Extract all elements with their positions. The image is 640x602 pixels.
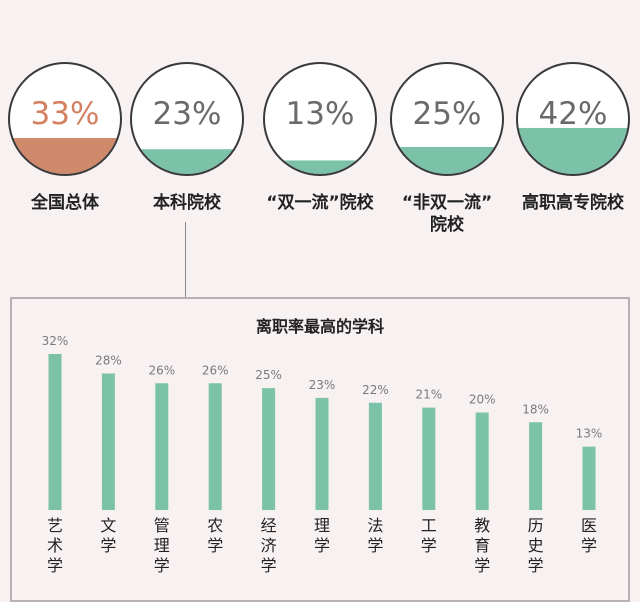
- category-label-char: 学: [47, 556, 63, 575]
- gauge-ring: [516, 62, 630, 176]
- category-label-char: 艺: [47, 516, 63, 535]
- category-label-char: 学: [421, 536, 437, 555]
- circle-stat-non-double-first-class: 25% “非双一流” 院校: [382, 60, 512, 236]
- circle-stat-undergrad: 23% 本科院校: [122, 60, 252, 214]
- category-label-char: 学: [528, 556, 544, 575]
- subject-chart-panel: 离职率最高的学科 32% 艺术学 28% 文学 26% 管理学 26% 农学 25% 经济学 23%…: [10, 297, 630, 602]
- circle-stat-double-first-class: 13% “双一流”院校: [255, 60, 385, 214]
- category-label-char: 学: [581, 536, 597, 555]
- category-label-char: 理: [154, 536, 170, 555]
- gauge-fill: [518, 127, 628, 174]
- circle-label-double-first-class: “双一流”院校: [266, 193, 374, 213]
- bar-value-label: 26%: [202, 363, 229, 377]
- bar-value-label: 21%: [415, 388, 442, 402]
- category-label-char: 学: [154, 556, 170, 575]
- category-label-char: 文: [100, 516, 116, 535]
- category-label-char: 历: [528, 516, 544, 535]
- bar-value-label: 23%: [309, 378, 336, 392]
- circle-label-national: 全国总体: [31, 193, 99, 213]
- gauge-percent: 13%: [286, 96, 355, 132]
- category-label-char: 史: [528, 536, 544, 555]
- gauge-percent: 23%: [153, 96, 222, 132]
- bar: [262, 388, 276, 510]
- bar-value-label: 28%: [95, 354, 122, 368]
- gauge-ring: [263, 62, 377, 176]
- category-label-char: 育: [474, 536, 490, 555]
- category-label-char: 农: [207, 516, 223, 535]
- gauge-percent: 25%: [413, 96, 482, 132]
- gauge-undergrad: 23%: [130, 62, 244, 176]
- bar: [208, 383, 222, 510]
- gauge-double-first-class: 13%: [263, 62, 377, 176]
- bar-value-label: 26%: [148, 363, 175, 377]
- gauge-fill: [10, 138, 120, 174]
- gauge-ring: [390, 62, 504, 176]
- gauge-fill: [392, 147, 502, 174]
- bar-value-label: 22%: [362, 383, 389, 397]
- overview-section: 33% 全国总体 23% 本科院校 13% “双一流”院校 25% “非双一流”…: [0, 0, 640, 250]
- gauge-vocational: 42%: [516, 62, 630, 176]
- category-label-char: 管: [154, 516, 170, 535]
- category-label-char: 教: [474, 516, 490, 535]
- gauge-ring: [130, 62, 244, 176]
- category-label-char: 济: [261, 536, 277, 555]
- gauge-background: [131, 63, 243, 175]
- circle-label-non-double-first-class: “非双一流” 院校: [401, 193, 493, 235]
- category-label-char: 工: [421, 516, 437, 535]
- subject-bar-chart: 32%艺术学28%文学26%管理学26%农学25%经济学23%理学22%法学21…: [42, 334, 603, 575]
- bar: [48, 354, 62, 510]
- category-label-char: 学: [474, 556, 490, 575]
- circle-label-undergrad: 本科院校: [153, 193, 221, 213]
- bar-value-label: 20%: [469, 393, 496, 407]
- gauge-percent: 42%: [539, 96, 608, 132]
- gauge-fill: [132, 149, 242, 174]
- category-label-char: 学: [207, 536, 223, 555]
- gauge-percent: 33%: [31, 96, 100, 132]
- chart-title: 离职率最高的学科: [255, 317, 384, 336]
- category-label-char: 理: [314, 516, 330, 535]
- bar: [368, 402, 382, 510]
- gauge-fill: [265, 160, 375, 174]
- gauge-national: 33%: [8, 62, 122, 176]
- circle-stat-vocational: 42% 高职高专院校: [508, 60, 638, 214]
- gauge-background: [264, 63, 376, 175]
- bar: [582, 446, 596, 510]
- connector-line: [185, 222, 186, 300]
- category-label-char: 学: [367, 536, 383, 555]
- category-label-char: 学: [314, 536, 330, 555]
- bar: [422, 407, 436, 510]
- bar-value-label: 18%: [522, 402, 549, 416]
- bar-value-label: 25%: [255, 368, 282, 382]
- category-label-char: 经: [261, 516, 277, 535]
- bar: [529, 422, 543, 510]
- category-label-char: 学: [261, 556, 277, 575]
- circle-stat-national: 33% 全国总体: [0, 60, 130, 214]
- circle-label-vocational: 高职高专院校: [522, 193, 624, 213]
- bar: [155, 383, 169, 510]
- bar-value-label: 13%: [576, 427, 603, 441]
- category-label-char: 医: [581, 516, 597, 535]
- bar-value-label: 32%: [42, 334, 69, 348]
- gauge-ring: [8, 62, 122, 176]
- category-label-char: 学: [100, 536, 116, 555]
- category-label-char: 法: [367, 516, 383, 535]
- category-label-char: 术: [47, 536, 63, 555]
- bar: [475, 412, 489, 510]
- gauge-non-double-first-class: 25%: [390, 62, 504, 176]
- bar: [315, 397, 329, 510]
- bar: [101, 373, 115, 510]
